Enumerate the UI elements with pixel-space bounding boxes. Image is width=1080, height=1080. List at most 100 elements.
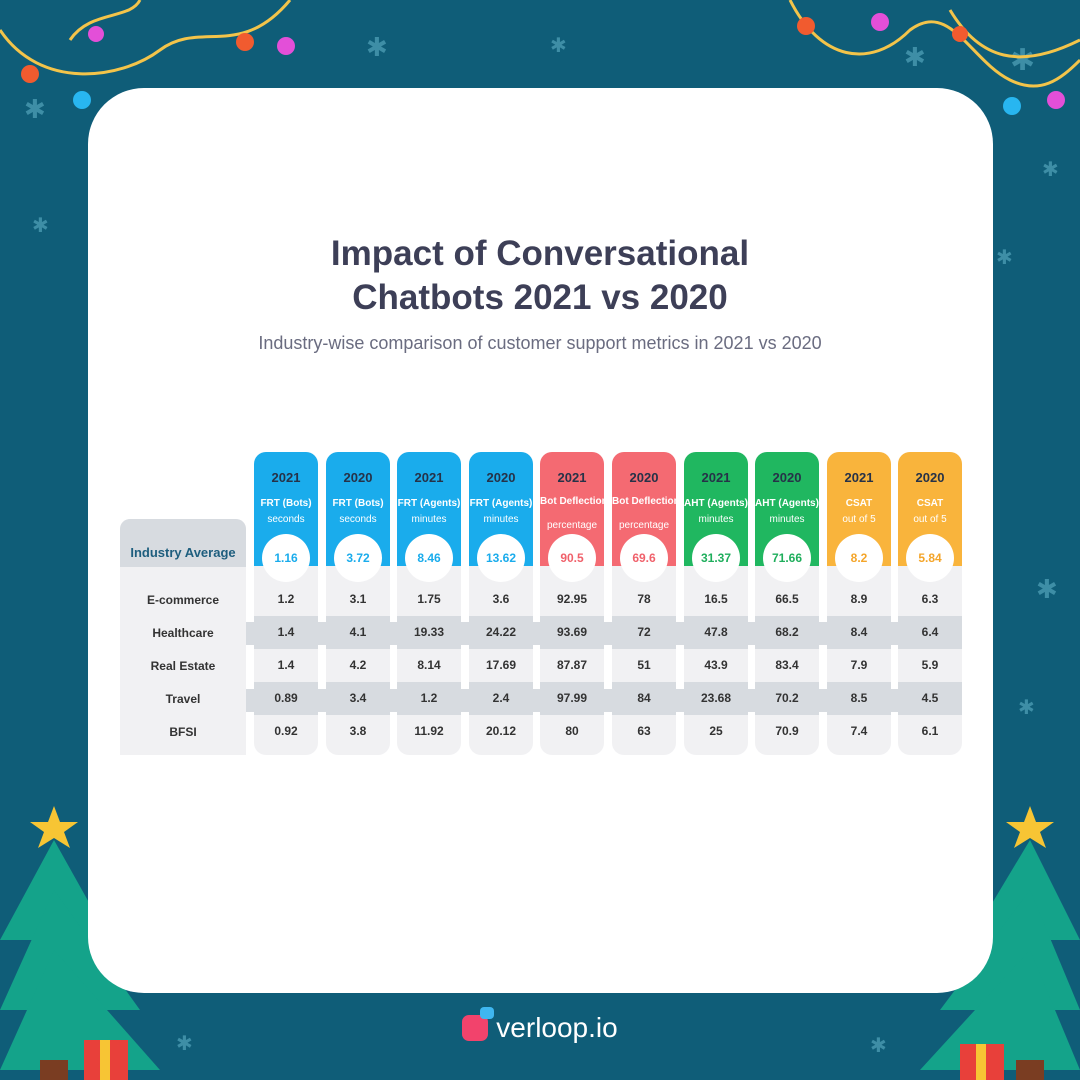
table-cell: 23.68 [684, 682, 748, 715]
column-unit: seconds [339, 514, 377, 525]
table-cell: 2.4 [469, 682, 533, 715]
table-cell: 66.5 [775, 592, 799, 606]
metric-column: 2021 FRT (Bots) seconds 1.16 1.2 1.4 1.4 0.89 0.… [254, 452, 318, 755]
industry-average-label: Industry Average [130, 545, 236, 560]
string-lights-left [0, 0, 295, 109]
table-cell: 24.22 [469, 616, 533, 649]
table-cell: 4.1 [326, 616, 390, 649]
column-metric: FRT (Agents) [397, 498, 461, 509]
table-cell: 17.69 [485, 658, 517, 672]
verloop-logo-icon [462, 1007, 495, 1041]
christmas-tree-right [920, 806, 1080, 1080]
metric-column: 2020 Bot Deflection percentage 69.6 78 72 51 84… [612, 452, 676, 755]
column-metric: FRT (Agents) [469, 498, 533, 509]
metric-column: 2021 Bot Deflection percentage 90.5 92.95 93.… [540, 452, 604, 755]
metric-column: 2020 FRT (Agents) minutes 13.62 3.6 24.22 17.6… [469, 452, 533, 755]
column-year: 2021 [701, 470, 731, 485]
brand-logo: verloop.io [0, 1007, 1080, 1044]
industry-average-value: 69.6 [620, 534, 668, 582]
table-cell: 6.4 [898, 616, 962, 649]
table-cell: 3.4 [326, 682, 390, 715]
column-unit: seconds [267, 514, 305, 525]
industry-average-value: 8.2 [835, 534, 883, 582]
row-label: Real Estate [150, 659, 216, 673]
row-label: Healthcare [152, 626, 214, 640]
row-label: BFSI [169, 725, 197, 739]
table-cell: 47.8 [684, 616, 748, 649]
column-year: 2021 [414, 470, 444, 485]
column-year: 2020 [343, 470, 373, 485]
table-cell: 8.14 [417, 658, 441, 672]
table-cell: 25 [709, 724, 723, 738]
table-cell: 4.5 [898, 682, 962, 715]
industry-average-value: 90.5 [548, 534, 596, 582]
table-cell: 20.12 [485, 724, 517, 738]
metric-column: 2021 FRT (Agents) minutes 8.46 1.75 19.33 8.14… [397, 452, 461, 755]
table-cell: 1.4 [277, 658, 295, 672]
table-cell: 51 [637, 658, 651, 672]
column-unit: out of 5 [842, 514, 876, 525]
table-cell: 1.75 [417, 592, 441, 606]
column-metric: AHT (Agents) [755, 498, 819, 509]
industry-average-value: 71.66 [763, 534, 811, 582]
industry-label-header [120, 519, 246, 567]
industry-average-value: 13.62 [477, 534, 525, 582]
industry-average-value: 31.37 [692, 534, 740, 582]
table-cell: 92.95 [556, 592, 588, 606]
snowflake-icon: ✱ [176, 1033, 193, 1055]
table-cell: 7.9 [850, 658, 868, 672]
column-unit: percentage [546, 520, 598, 531]
table-cell: 16.5 [704, 592, 728, 606]
snowflake-icon: ✱ [1010, 44, 1036, 77]
column-metric: Bot Deflection [540, 496, 604, 507]
table-cell: 8.4 [827, 616, 891, 649]
row-label: Travel [165, 692, 201, 706]
snowflake-icon: ✱ [996, 247, 1013, 269]
column-unit: minutes [411, 514, 447, 525]
table-cell: 78 [637, 592, 651, 606]
chart-subtitle: Industry-wise comparison of customer sup… [258, 333, 822, 353]
table-cell: 6.3 [921, 592, 939, 606]
table-cell: 70.9 [775, 724, 799, 738]
table-cell: 3.6 [492, 592, 510, 606]
table-cell: 87.87 [556, 658, 588, 672]
column-unit: out of 5 [913, 514, 947, 525]
snowflake-icon: ✱ [550, 35, 567, 57]
column-metric: FRT (Bots) [260, 498, 312, 509]
column-year: 2021 [271, 470, 301, 485]
string-lights-right [788, 0, 1080, 115]
column-unit: minutes [483, 514, 519, 525]
table-cell: 1.2 [397, 682, 461, 715]
metric-column: 2020 FRT (Bots) seconds 3.72 3.1 4.1 4.2 3.4 3.8 [326, 452, 390, 755]
column-unit: minutes [769, 514, 805, 525]
snowflake-icon: ✱ [366, 32, 388, 62]
column-year: 2020 [915, 470, 945, 485]
column-unit: percentage [618, 520, 670, 531]
metric-column: 2021 CSAT out of 5 8.2 8.9 8.4 7.9 8.5 7.4 [827, 452, 891, 755]
column-metric: Bot Deflection [612, 496, 676, 507]
chart-title: Impact of Conversational Chatbots 2021 v… [330, 234, 750, 317]
table-cell: 4.2 [349, 658, 367, 672]
table-cell: 72 [612, 616, 676, 649]
column-unit: minutes [698, 514, 734, 525]
snowflake-icon: ✱ [1036, 574, 1058, 604]
table-cell: 43.9 [704, 658, 728, 672]
snowflake-icon: ✱ [870, 1035, 887, 1057]
table-cell: 83.4 [775, 658, 799, 672]
table-cell: 70.2 [755, 682, 819, 715]
column-year: 2021 [557, 470, 587, 485]
table-cell: 0.92 [274, 724, 298, 738]
column-year: 2020 [486, 470, 516, 485]
table-cell: 8.5 [827, 682, 891, 715]
table-cell: 63 [637, 724, 651, 738]
table-cell: 8.9 [850, 592, 868, 606]
industry-label-column: Industry Average E-commerce Healthcare R… [120, 519, 246, 755]
table-cell: 1.4 [254, 616, 318, 649]
column-year: 2021 [844, 470, 874, 485]
brand-name: verloop.io [496, 1012, 618, 1043]
metric-column: 2020 CSAT out of 5 5.84 6.3 6.4 5.9 4.5 6.1 [898, 452, 962, 755]
snowflake-icon: ✱ [24, 94, 46, 124]
table-cell: 1.2 [277, 592, 295, 606]
table-cell: 11.92 [414, 724, 444, 738]
snowflake-icon: ✱ [32, 215, 49, 237]
